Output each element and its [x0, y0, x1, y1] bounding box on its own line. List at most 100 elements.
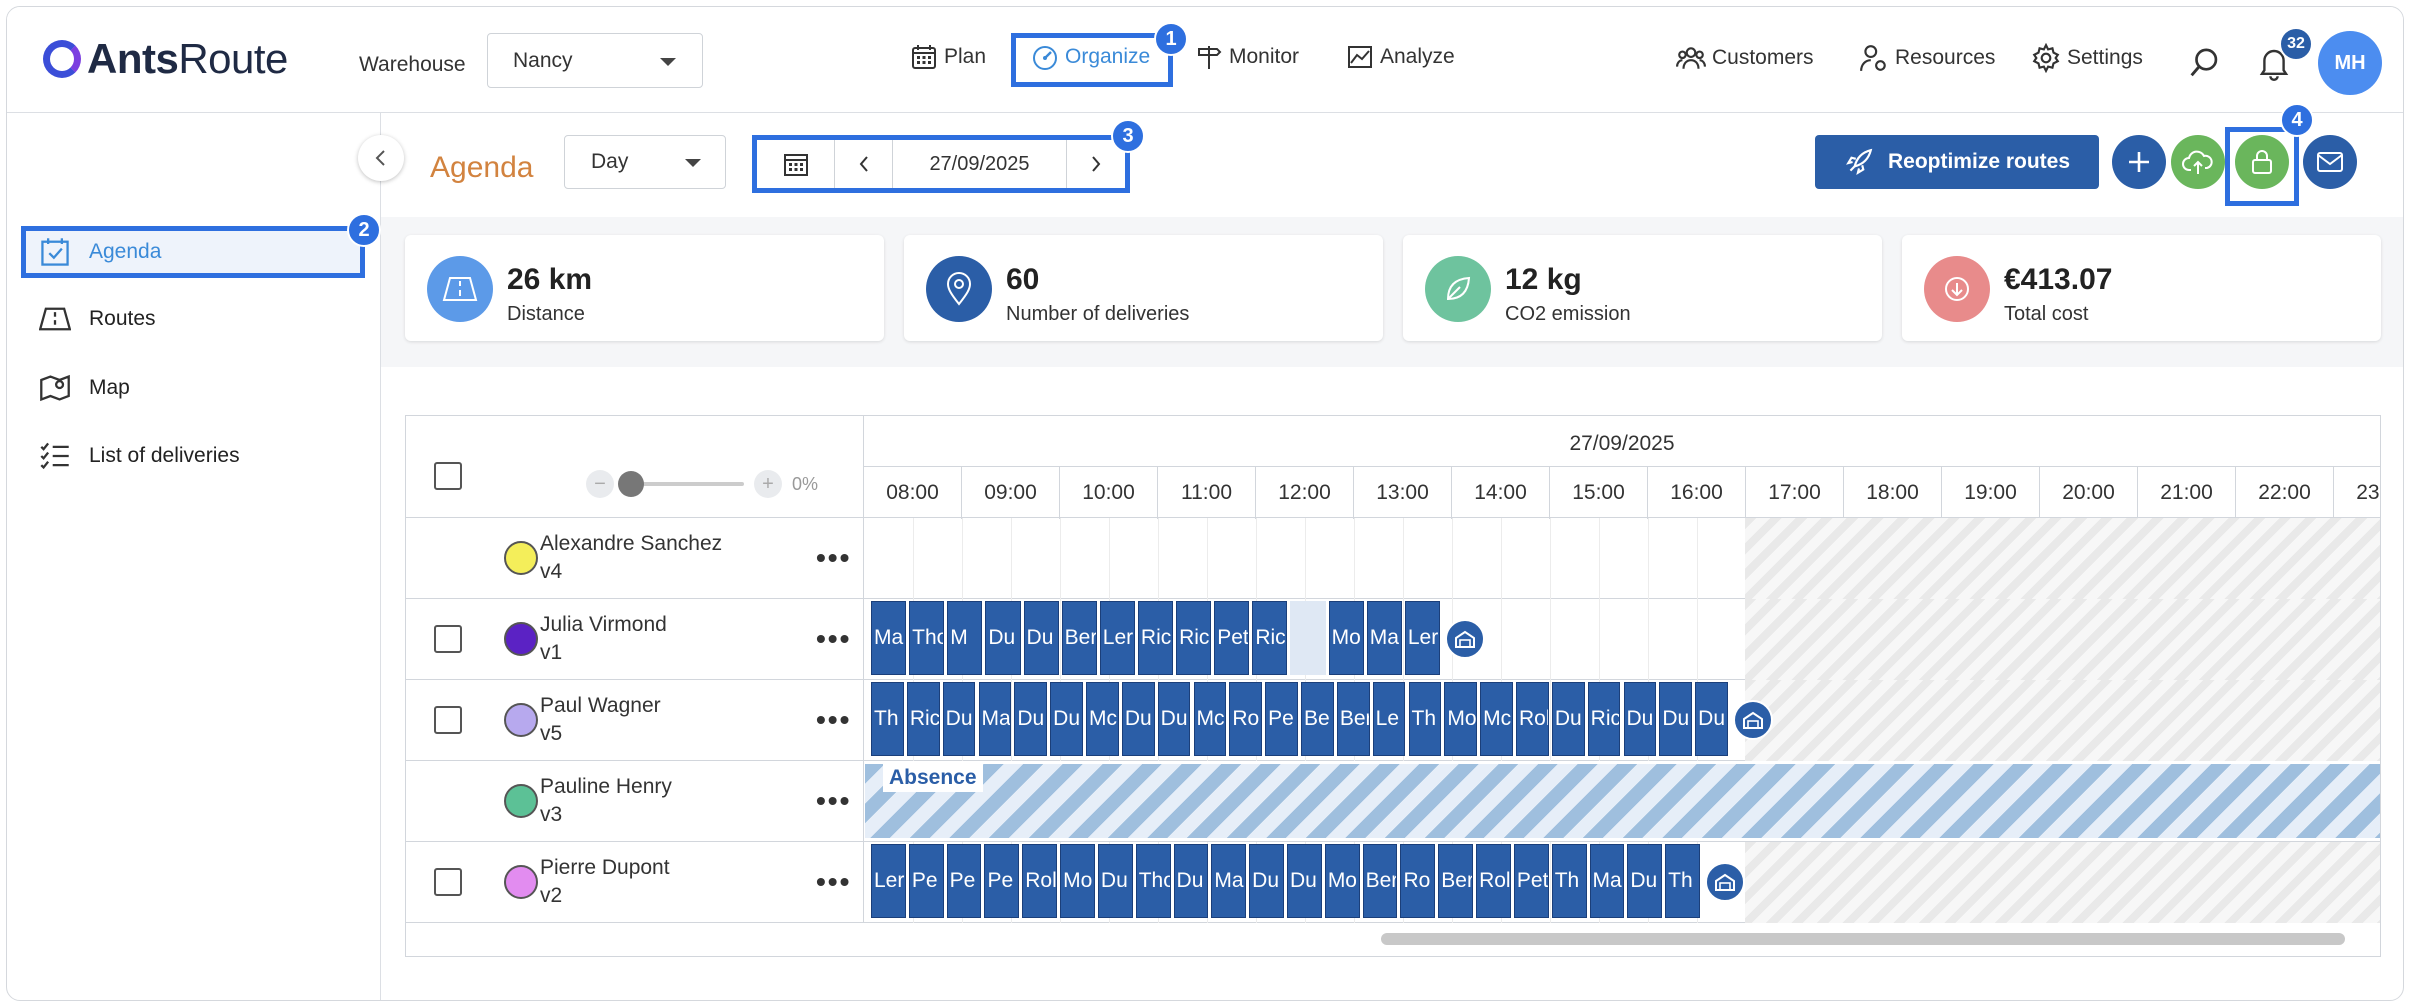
warehouse-return-icon[interactable]	[1733, 700, 1773, 740]
delivery-block[interactable]: Du	[1249, 844, 1284, 918]
delivery-block[interactable]: Du	[985, 601, 1021, 675]
delivery-block[interactable]: Pet	[1214, 601, 1250, 675]
delivery-block[interactable]: Mo	[1060, 844, 1095, 918]
email-button[interactable]	[2303, 135, 2357, 189]
delivery-block[interactable]: Ma	[871, 601, 907, 675]
delivery-block[interactable]: Ma	[1589, 844, 1625, 918]
break-block[interactable]	[1290, 601, 1326, 675]
lock-button[interactable]	[2235, 135, 2289, 189]
delivery-block[interactable]: Ber	[1362, 844, 1398, 918]
zoom-out-button[interactable]: −	[586, 470, 614, 498]
delivery-block[interactable]: Du	[1173, 844, 1209, 918]
delivery-block[interactable]: Be	[1301, 682, 1334, 756]
sidebar-item-routes[interactable]: Routes	[21, 293, 365, 345]
delivery-block[interactable]: Du	[1050, 682, 1083, 756]
delivery-block[interactable]: Mc	[1086, 682, 1119, 756]
view-mode-select[interactable]: Day	[564, 135, 726, 189]
nav-plan[interactable]: Plan	[910, 43, 986, 71]
delivery-block[interactable]: Rol	[1516, 682, 1549, 756]
delivery-block[interactable]: Ric	[1137, 601, 1174, 675]
delivery-block[interactable]: Pe	[984, 844, 1020, 918]
delivery-block[interactable]: Th	[1665, 844, 1700, 918]
delivery-block[interactable]: Ro	[1400, 844, 1436, 918]
delivery-block[interactable]: Th	[1408, 682, 1442, 756]
notifications-button[interactable]	[2257, 45, 2291, 86]
delivery-block[interactable]: Mc	[1480, 682, 1513, 756]
delivery-block[interactable]: Th	[1551, 844, 1587, 918]
row-checkbox[interactable]	[434, 868, 462, 896]
delivery-block[interactable]: Ler	[1404, 601, 1440, 675]
row-more-menu[interactable]: •••	[816, 866, 852, 897]
delivery-block[interactable]: Du	[1659, 682, 1693, 756]
nav-settings[interactable]: Settings	[2031, 43, 2143, 73]
avatar[interactable]: MH	[2318, 31, 2382, 95]
delivery-block[interactable]: Du	[942, 682, 976, 756]
previous-day-button[interactable]	[835, 140, 893, 188]
delivery-block[interactable]: Th	[871, 682, 904, 756]
delivery-block[interactable]: Ber	[1336, 682, 1370, 756]
nav-customers[interactable]: Customers	[1676, 43, 1814, 73]
cloud-upload-button[interactable]	[2171, 135, 2225, 189]
nav-organize[interactable]: Organize	[1031, 43, 1150, 71]
delivery-block[interactable]: Du	[1551, 682, 1585, 756]
reoptimize-routes-button[interactable]: Reoptimize routes	[1815, 135, 2099, 189]
absence-bar[interactable]: Absence	[865, 764, 2380, 838]
row-checkbox[interactable]	[434, 625, 462, 653]
delivery-block[interactable]: Du	[1157, 682, 1191, 756]
select-all-checkbox[interactable]	[434, 462, 462, 490]
add-button[interactable]	[2112, 135, 2166, 189]
delivery-block[interactable]: Ber	[1438, 844, 1474, 918]
delivery-block[interactable]: Le	[1372, 682, 1406, 756]
delivery-block[interactable]: Ro	[1229, 682, 1263, 756]
delivery-block[interactable]: Du	[1023, 601, 1059, 675]
delivery-block[interactable]: Du	[1097, 844, 1133, 918]
delivery-block[interactable]: Ler	[871, 844, 906, 918]
delivery-block[interactable]: Du	[1287, 844, 1322, 918]
delivery-block[interactable]: Pe	[1265, 682, 1298, 756]
antsroute-logo[interactable]: AntsRoute	[43, 35, 288, 82]
delivery-block[interactable]: Du	[1627, 844, 1663, 918]
delivery-block[interactable]: Mc	[1193, 682, 1227, 756]
delivery-block[interactable]: Du	[1121, 682, 1155, 756]
zoom-in-button[interactable]: +	[754, 470, 782, 498]
delivery-block[interactable]: Pe	[946, 844, 982, 918]
delivery-block[interactable]: Rol	[1022, 844, 1058, 918]
row-checkbox[interactable]	[434, 706, 462, 734]
delivery-block[interactable]: Tho	[1135, 844, 1171, 918]
collapse-sidebar-button[interactable]	[358, 135, 404, 181]
zoom-slider-handle[interactable]	[618, 471, 644, 497]
sidebar-item-map[interactable]: Map	[21, 362, 365, 414]
delivery-block[interactable]: Ric	[1587, 682, 1621, 756]
delivery-block[interactable]: Tho	[909, 601, 945, 675]
warehouse-return-icon[interactable]	[1705, 862, 1745, 902]
warehouse-select[interactable]: Nancy	[487, 33, 703, 88]
next-day-button[interactable]	[1067, 140, 1125, 188]
row-more-menu[interactable]: •••	[816, 623, 852, 654]
sidebar-item-list-of-deliveries[interactable]: List of deliveries	[21, 430, 365, 482]
delivery-block[interactable]: Ric	[906, 682, 940, 756]
row-more-menu[interactable]: •••	[816, 542, 852, 573]
current-date[interactable]: 27/09/2025	[893, 140, 1067, 188]
nav-analyze[interactable]: Analyze	[1346, 43, 1455, 71]
delivery-block[interactable]: Ler	[1099, 601, 1135, 675]
delivery-block[interactable]: M	[947, 601, 983, 675]
search-button[interactable]	[2188, 45, 2222, 84]
delivery-block[interactable]: Mo	[1328, 601, 1364, 675]
delivery-block[interactable]: Rol	[1476, 844, 1511, 918]
delivery-block[interactable]: Du	[1014, 682, 1048, 756]
delivery-block[interactable]: Ric	[1252, 601, 1288, 675]
calendar-picker-button[interactable]	[757, 140, 835, 188]
horizontal-scrollbar[interactable]	[1381, 933, 2345, 945]
delivery-block[interactable]: Mo	[1444, 682, 1478, 756]
delivery-block[interactable]: Du	[1623, 682, 1657, 756]
delivery-block[interactable]: Ric	[1176, 601, 1212, 675]
delivery-block[interactable]: Ber	[1061, 601, 1097, 675]
delivery-block[interactable]: Ma	[1366, 601, 1402, 675]
zoom-slider[interactable]	[618, 471, 744, 497]
delivery-block[interactable]: Pe	[908, 844, 944, 918]
nav-monitor[interactable]: Monitor	[1195, 43, 1299, 71]
row-more-menu[interactable]: •••	[816, 785, 852, 816]
delivery-block[interactable]: Ma	[978, 682, 1012, 756]
row-more-menu[interactable]: •••	[816, 704, 852, 735]
delivery-block[interactable]: Ma	[1211, 844, 1247, 918]
